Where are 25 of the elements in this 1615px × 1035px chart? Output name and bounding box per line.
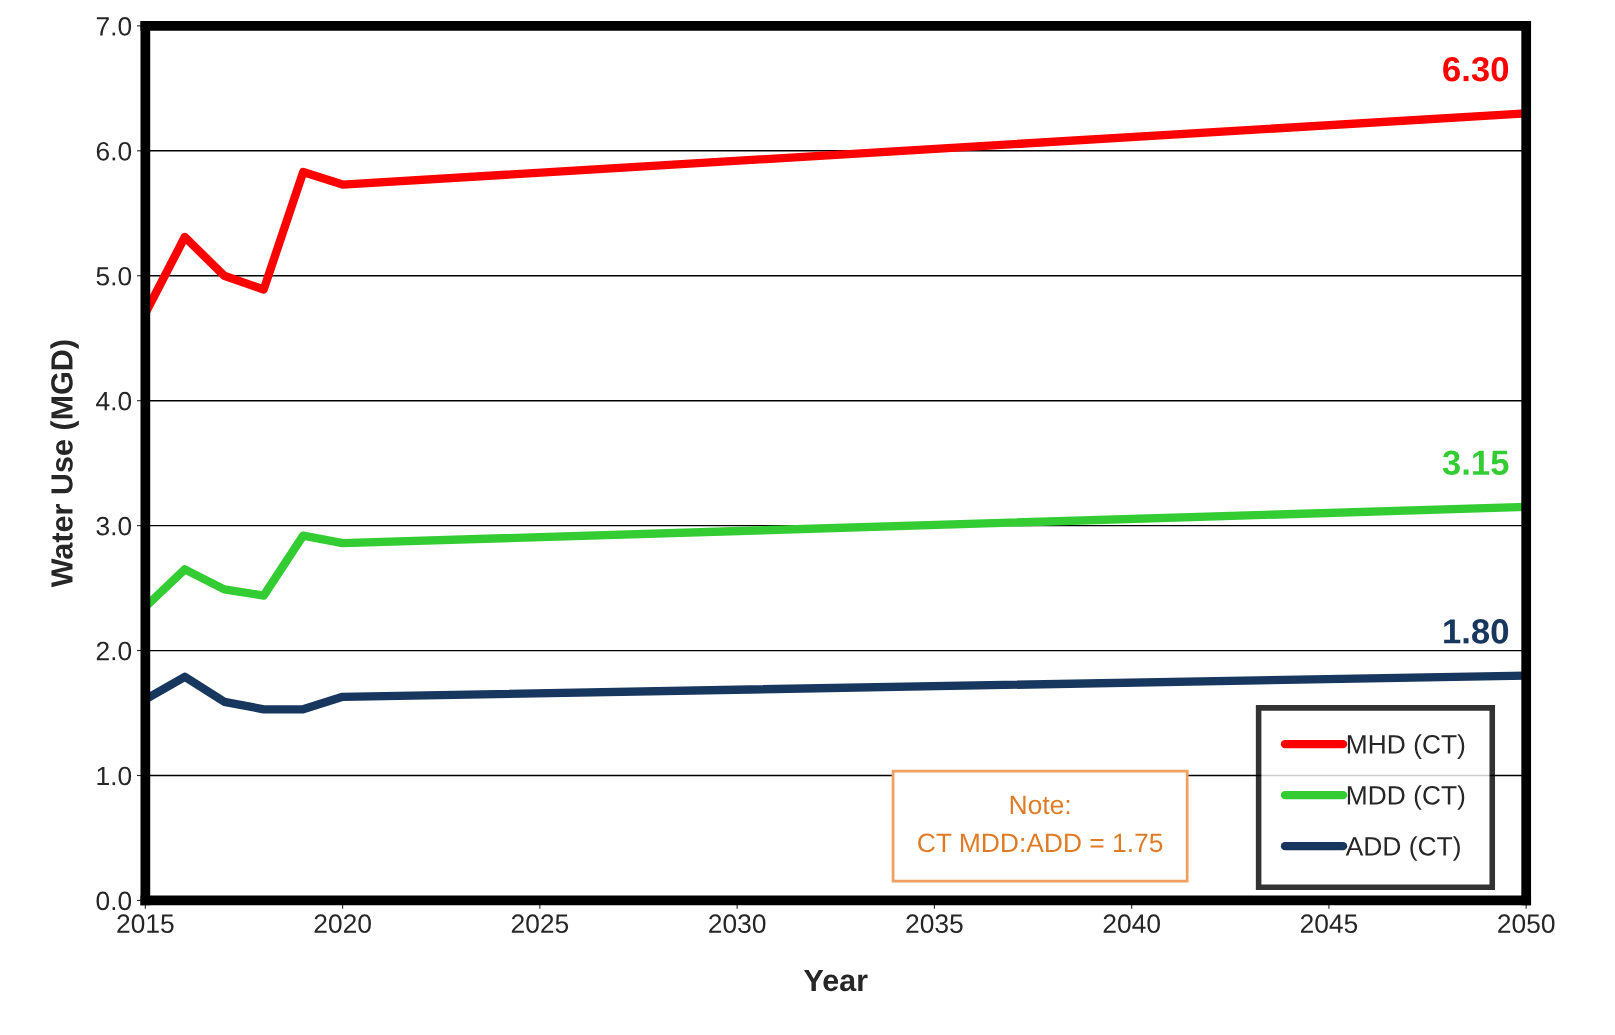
legend-label: MHD (CT) (1347, 734, 1465, 759)
y-tick-label: 3.0 (96, 516, 132, 536)
data-label: 3.15 (1442, 450, 1509, 476)
data-label: 6.30 (1443, 56, 1509, 82)
x-tick-label: 2035 (906, 914, 963, 934)
y-tick-label: 0.0 (96, 891, 132, 911)
legend-label: ADD (CT) (1345, 836, 1460, 861)
data-label: 1.80 (1444, 619, 1509, 644)
y-tick-label: 7.0 (96, 17, 132, 36)
x-axis-title: Year (803, 969, 868, 992)
x-tick-label: 2025 (511, 914, 569, 934)
legend-label: MDD (CT) (1347, 785, 1465, 810)
x-tick-label: 2050 (1498, 914, 1555, 934)
x-tick-label: 2020 (314, 914, 371, 934)
annotation: Note: CT MDD:ADD = 1.75 (918, 795, 1163, 853)
y-tick-label: 4.0 (96, 391, 132, 411)
x-tick-label: 2015 (117, 914, 174, 934)
y-tick-label: 2.0 (96, 641, 132, 661)
y-axis-title: Water Use (MGD) (50, 340, 79, 588)
x-tick-label: 2030 (709, 914, 766, 934)
y-tick-label: 6.0 (96, 141, 132, 161)
x-tick-label: 2040 (1103, 914, 1160, 934)
y-tick-label: 5.0 (96, 266, 132, 286)
x-tick-label: 2045 (1300, 914, 1358, 934)
y-tick-label: 1.0 (97, 766, 132, 786)
